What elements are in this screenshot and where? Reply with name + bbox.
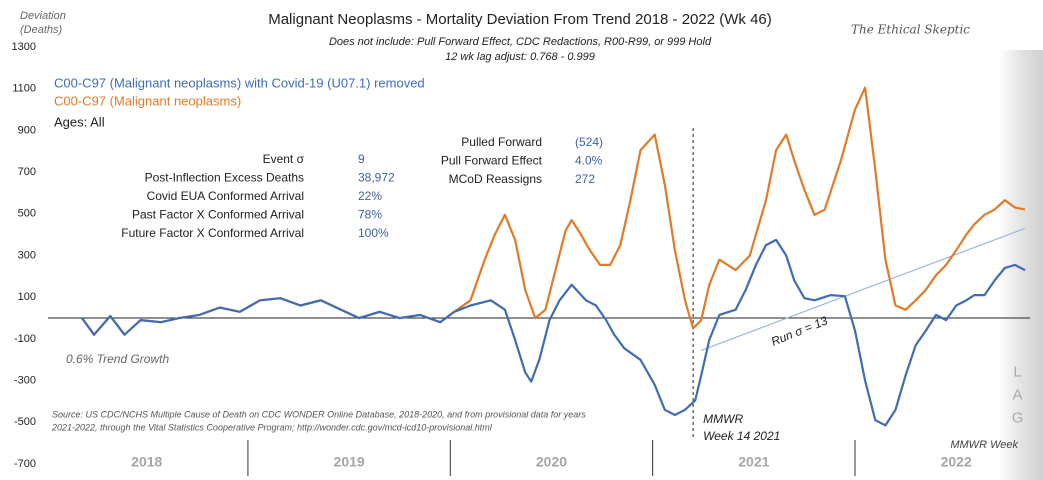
y-tick-label: -100 [14,333,36,345]
stat-label: Covid EUA Conformed Arrival [147,189,304,203]
stat-value: 78% [358,208,382,222]
x-tick-label: 2019 [334,454,365,470]
y-tick-label: 900 [18,124,36,136]
y-tick-label: -500 [14,416,36,428]
ages-label: Ages: All [54,114,105,129]
stat-label: Pulled Forward [461,135,542,149]
stat-label: MCoD Reassigns [449,172,542,186]
y-tick-label: -700 [14,458,36,470]
stat-value: 9 [358,152,365,166]
trend-growth: 0.6% Trend Growth [66,352,169,366]
stat-value: 4.0% [575,154,603,168]
x-tick-label: 2021 [738,454,769,470]
stat-label: Future Factor X Conformed Arrival [121,226,304,240]
trend-line [700,227,1026,351]
stat-value: 22% [358,189,382,203]
lag-band [998,50,1043,480]
stat-value: 38,972 [358,171,395,185]
marker-label: MMWR [703,412,743,426]
lag-label: LAG [1009,364,1026,433]
chart-title: Malignant Neoplasms - Mortality Deviatio… [268,11,772,28]
stat-label: Past Factor X Conformed Arrival [132,208,304,222]
stat-label: Event σ [263,152,305,166]
subtitle: Does not include: Pull Forward Effect, C… [329,36,712,48]
y-tick-label: 1300 [12,41,36,53]
y-axis-label: (Deaths) [20,24,63,36]
subtitle: 12 wk lag adjust: 0.768 - 0.999 [445,51,595,63]
stat-value: (524) [575,135,603,149]
stat-value: 100% [358,226,389,240]
y-tick-label: 700 [18,166,36,178]
x-tick-label: 2022 [941,454,972,470]
stat-label: Pull Forward Effect [441,154,543,168]
x-tick-label: 2020 [536,454,567,470]
y-axis-label: Deviation [20,10,66,22]
legend-entry: C00-C97 (Malignant neoplasms) [54,93,241,108]
stat-value: 272 [575,172,595,186]
y-tick-label: 100 [18,291,36,303]
series-line [81,238,1026,427]
y-tick-label: 500 [18,208,36,220]
trend-label: Run σ = 13 [769,313,830,348]
source: Source: US CDC/NCHS Multiple Cause of De… [52,409,586,419]
marker-label: Week 14 2021 [703,429,780,443]
source: 2021-2022, through the Vital Statistics … [51,422,493,432]
y-tick-label: 1100 [12,83,36,95]
x-tick-label: 2018 [131,454,162,470]
legend-entry: C00-C97 (Malignant neoplasms) with Covid… [54,75,425,90]
stat-label: Post-Inflection Excess Deaths [145,171,304,185]
y-tick-label: 300 [18,249,36,261]
x-axis-label: MMWR Week [950,439,1018,451]
y-tick-label: -300 [14,375,36,387]
watermark: The Ethical Skeptic [851,23,970,37]
